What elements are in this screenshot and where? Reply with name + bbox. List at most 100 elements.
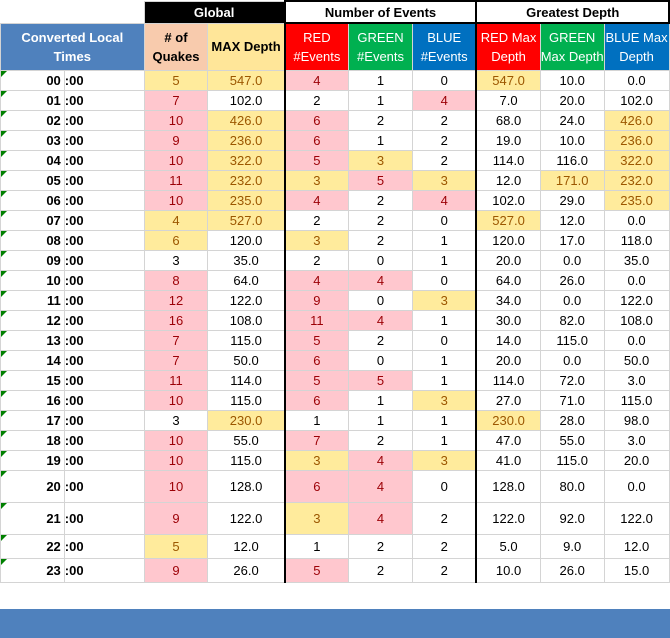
green-events-cell[interactable]: 2 [348, 229, 413, 251]
red-events-cell[interactable]: 1 [283, 533, 350, 559]
red-max-depth-cell[interactable]: 547.0 [475, 69, 541, 91]
hour-cell[interactable]: 06 [0, 189, 65, 211]
red-events-cell[interactable]: 6 [283, 129, 350, 151]
red-events-cell[interactable]: 2 [283, 89, 350, 111]
quakes-cell[interactable]: 7 [143, 89, 209, 111]
max-depth-cell[interactable]: 322.0 [207, 149, 286, 171]
red-max-depth-cell[interactable]: 68.0 [475, 109, 541, 131]
max-depth-cell[interactable]: 35.0 [207, 249, 286, 271]
quakes-cell[interactable]: 7 [143, 329, 209, 351]
red-events-cell[interactable]: 3 [283, 229, 350, 251]
hour-cell[interactable]: 18 [0, 429, 65, 451]
blue-events-cell[interactable]: 2 [411, 501, 478, 535]
blue-max-depth-cell[interactable]: 35.0 [603, 249, 670, 271]
green-events-cell[interactable]: 0 [348, 249, 413, 271]
red-events-cell[interactable]: 5 [283, 329, 350, 351]
red-events-cell[interactable]: 3 [283, 169, 350, 191]
minute-cell[interactable]: :00 [63, 249, 145, 271]
blue-max-depth-cell[interactable]: 0.0 [603, 269, 670, 291]
red-events-cell[interactable]: 3 [283, 449, 350, 471]
green-events-cell[interactable]: 2 [348, 429, 413, 451]
max-depth-cell[interactable]: 527.0 [207, 209, 286, 231]
blue-events-cell[interactable]: 0 [411, 329, 478, 351]
blue-max-depth-cell[interactable]: 108.0 [603, 309, 670, 331]
minute-cell[interactable]: :00 [63, 289, 145, 311]
blue-events-cell[interactable]: 1 [411, 409, 478, 431]
hour-cell[interactable]: 11 [0, 289, 65, 311]
green-max-depth-cell[interactable]: 55.0 [539, 429, 605, 451]
red-max-depth-cell[interactable]: 64.0 [475, 269, 541, 291]
green-max-depth-cell[interactable]: 29.0 [539, 189, 605, 211]
quakes-cell[interactable]: 5 [143, 69, 209, 91]
red-events-cell[interactable]: 5 [283, 149, 350, 171]
quakes-cell[interactable]: 16 [143, 309, 209, 331]
minute-cell[interactable]: :00 [63, 409, 145, 431]
green-max-depth-cell[interactable]: 28.0 [539, 409, 605, 431]
red-events-cell[interactable]: 2 [283, 209, 350, 231]
blue-events-cell[interactable]: 3 [411, 289, 478, 311]
green-events-cell[interactable]: 1 [348, 69, 413, 91]
minute-cell[interactable]: :00 [63, 69, 145, 91]
red-events-cell[interactable]: 4 [283, 269, 350, 291]
hour-cell[interactable]: 08 [0, 229, 65, 251]
minute-cell[interactable]: :00 [63, 329, 145, 351]
blue-max-depth-cell[interactable]: 3.0 [603, 429, 670, 451]
green-events-cell[interactable]: 4 [348, 501, 413, 535]
quakes-cell[interactable]: 12 [143, 289, 209, 311]
blue-max-depth-cell[interactable]: 115.0 [603, 389, 670, 411]
red-max-depth-cell[interactable]: 230.0 [475, 409, 541, 431]
max-depth-cell[interactable]: 50.0 [207, 349, 286, 371]
blue-max-depth-cell[interactable]: 50.0 [603, 349, 670, 371]
hour-cell[interactable]: 15 [0, 369, 65, 391]
red-events-cell[interactable]: 6 [283, 389, 350, 411]
green-max-depth-cell[interactable]: 24.0 [539, 109, 605, 131]
green-events-cell[interactable]: 1 [348, 89, 413, 111]
minute-cell[interactable]: :00 [63, 369, 145, 391]
max-depth-cell[interactable]: 55.0 [207, 429, 286, 451]
max-depth-cell[interactable]: 115.0 [207, 329, 286, 351]
green-max-depth-cell[interactable]: 115.0 [539, 329, 605, 351]
red-events-cell[interactable]: 5 [283, 557, 350, 583]
red-max-depth-cell[interactable]: 41.0 [475, 449, 541, 471]
green-events-cell[interactable]: 0 [348, 289, 413, 311]
quakes-cell[interactable]: 10 [143, 189, 209, 211]
hour-cell[interactable]: 21 [0, 501, 65, 535]
blue-events-cell[interactable]: 2 [411, 109, 478, 131]
max-depth-cell[interactable]: 114.0 [207, 369, 286, 391]
green-max-depth-cell[interactable]: 80.0 [539, 469, 605, 503]
red-events-cell[interactable]: 5 [283, 369, 350, 391]
blue-max-depth-cell[interactable]: 118.0 [603, 229, 670, 251]
minute-cell[interactable]: :00 [63, 189, 145, 211]
green-max-depth-cell[interactable]: 17.0 [539, 229, 605, 251]
red-max-depth-cell[interactable]: 14.0 [475, 329, 541, 351]
red-max-depth-cell[interactable]: 47.0 [475, 429, 541, 451]
quakes-cell[interactable]: 11 [143, 369, 209, 391]
hour-cell[interactable]: 16 [0, 389, 65, 411]
hour-cell[interactable]: 03 [0, 129, 65, 151]
quakes-cell[interactable]: 11 [143, 169, 209, 191]
blue-max-depth-cell[interactable]: 3.0 [603, 369, 670, 391]
red-events-cell[interactable]: 11 [283, 309, 350, 331]
blue-max-depth-cell[interactable]: 0.0 [603, 209, 670, 231]
blue-events-cell[interactable]: 3 [411, 449, 478, 471]
hour-cell[interactable]: 04 [0, 149, 65, 171]
green-max-depth-cell[interactable]: 92.0 [539, 501, 605, 535]
hour-cell[interactable]: 00 [0, 69, 65, 91]
green-max-depth-cell[interactable]: 26.0 [539, 269, 605, 291]
green-max-depth-cell[interactable]: 20.0 [539, 89, 605, 111]
blue-events-cell[interactable]: 3 [411, 389, 478, 411]
minute-cell[interactable]: :00 [63, 309, 145, 331]
green-events-cell[interactable]: 1 [348, 129, 413, 151]
max-depth-cell[interactable]: 230.0 [207, 409, 286, 431]
red-max-depth-cell[interactable]: 120.0 [475, 229, 541, 251]
quakes-cell[interactable]: 10 [143, 389, 209, 411]
hour-cell[interactable]: 20 [0, 469, 65, 503]
green-max-depth-cell[interactable]: 10.0 [539, 129, 605, 151]
green-events-cell[interactable]: 1 [348, 409, 413, 431]
max-depth-cell[interactable]: 122.0 [207, 501, 286, 535]
hour-cell[interactable]: 12 [0, 309, 65, 331]
red-events-cell[interactable]: 6 [283, 469, 350, 503]
blue-events-cell[interactable]: 1 [411, 229, 478, 251]
green-events-cell[interactable]: 4 [348, 469, 413, 503]
minute-cell[interactable]: :00 [63, 533, 145, 559]
